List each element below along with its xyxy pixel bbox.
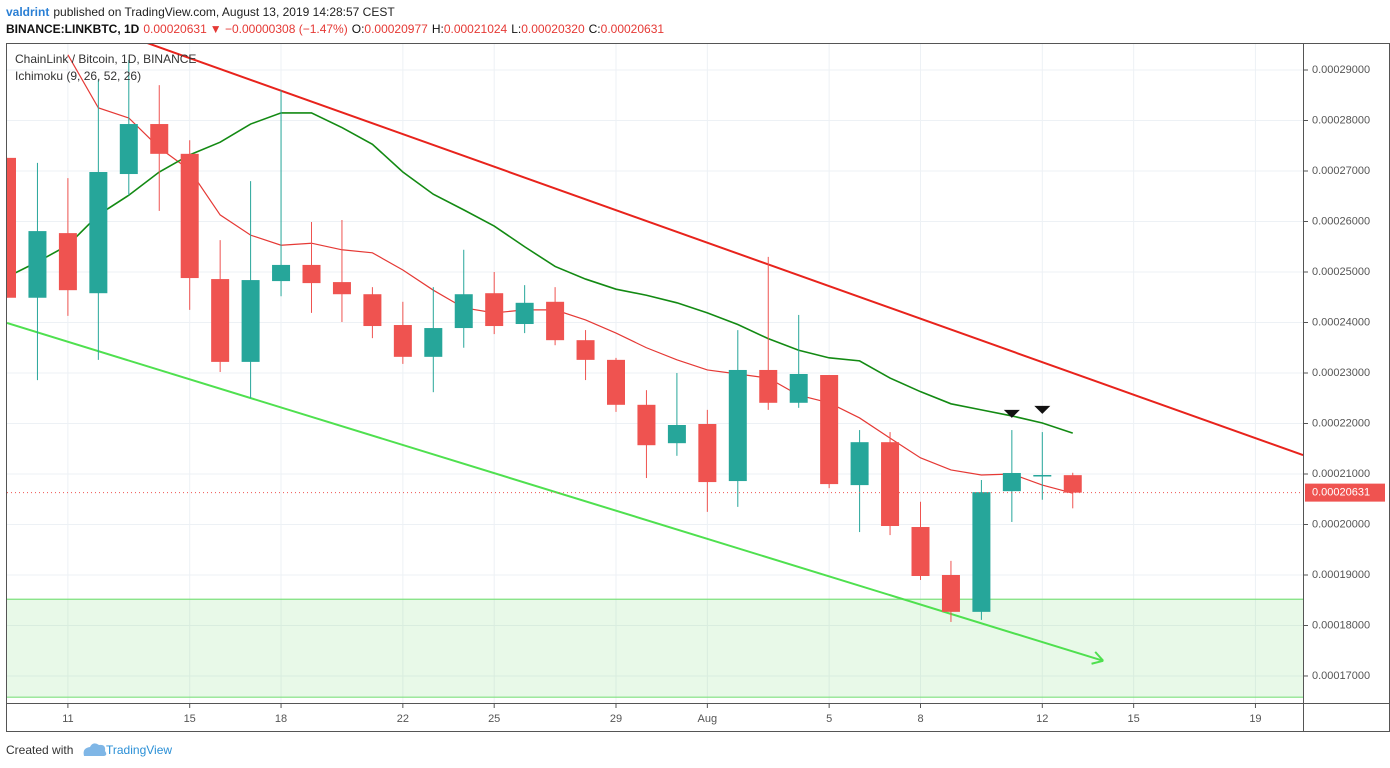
candle-body [272,264,291,282]
ohlc-value: 0.00020631 [601,22,665,36]
x-tick-label: 5 [826,713,832,725]
candle-body [241,280,260,362]
ohlc-key: H: [432,22,444,36]
ohlc-key: C: [589,22,601,36]
x-tick-label: 22 [397,713,409,725]
candle-body [1033,475,1052,477]
y-tick-label: 0.00019000 [1312,569,1370,581]
candle-body [58,233,77,291]
candle-body [302,264,321,284]
y-tick-label: 0.00018000 [1312,619,1370,631]
trendline-arrowhead [1094,651,1104,662]
candle-body [546,301,565,341]
candle-body [1002,472,1021,492]
candle-body [698,423,717,483]
candle-body [576,340,595,360]
support-zone [7,599,1303,698]
y-tick-label: 0.00023000 [1312,367,1370,379]
candle-body [607,359,625,405]
candle-body [850,442,869,486]
legend-title: ChainLink / Bitcoin, 1D, BINANCE [15,52,196,66]
y-tick-label: 0.00022000 [1312,417,1370,429]
legend-indicator: Ichimoku (9, 26, 52, 26) [15,69,141,83]
x-tick-label: 15 [184,713,196,725]
candle-body [454,294,473,329]
change: ▼ −0.00000308 (−1.47%) [210,22,348,36]
candle-body [119,124,138,175]
candle-body [789,374,808,403]
x-tick-label: 11 [62,713,73,725]
x-tick-label: 12 [1036,713,1048,725]
candle-body [393,325,412,357]
ohlc-value: 0.00021024 [444,22,508,36]
candle-body [941,574,960,612]
y-tick-label: 0.00021000 [1312,468,1370,480]
candle-body [7,157,16,298]
candle-body [424,328,443,357]
ohlc-key: L: [511,22,521,36]
last-price-label: 0.00020631 [1312,487,1370,499]
author: valdrint [6,5,49,19]
ohlc-value: 0.00020977 [364,22,428,36]
marker-triangle [1003,409,1020,418]
price: 0.00020631 [143,22,207,36]
symbol-line: BINANCE:LINKBTC, 1D 0.00020631 ▼ −0.000003… [6,22,664,36]
y-tick-label: 0.00020000 [1312,518,1370,530]
candle-body [881,442,900,527]
y-tick-label: 0.00028000 [1312,114,1370,126]
last-price-box [1305,483,1385,502]
footer-brand: TradingView [106,743,172,757]
footer-text: Created with [6,743,73,757]
candle-body [363,294,382,327]
candle-body [759,369,778,403]
y-tick-label: 0.00027000 [1312,165,1370,177]
candle-body [515,302,534,325]
y-tick-label: 0.00026000 [1312,215,1370,227]
trendline-arrowhead [1091,659,1104,665]
candle-body [820,375,839,485]
candle-body [211,279,230,362]
ohlc-value: 0.00020320 [521,22,585,36]
candle-body [972,492,991,612]
candle-body [911,527,930,576]
x-tick-label: 25 [488,713,500,725]
x-tick-label: 8 [917,713,923,725]
plot-layer [7,44,1303,703]
candle-body [180,153,199,279]
candle-body [637,404,656,446]
symbol: BINANCE:LINKBTC, 1D [6,22,140,36]
candle-body [332,282,351,295]
x-tick-label: Aug [698,713,718,725]
candle-body [667,425,686,444]
plot-area [7,44,1303,703]
marker-triangle [1034,405,1051,414]
header-line: valdrint published on TradingView.com, Au… [6,5,395,19]
candle-body [150,124,169,154]
y-tick-label: 0.00029000 [1312,64,1370,76]
trendline [147,44,1303,457]
published: published on TradingView.com, August 13,… [53,5,395,19]
x-tick-label: 19 [1249,713,1261,725]
y-tick-label: 0.00024000 [1312,316,1370,328]
x-tick-label: 29 [610,713,622,725]
indicator-line [67,54,1073,494]
x-tick-label: 15 [1128,713,1140,725]
candle-body [89,172,108,294]
trendline [7,322,1104,662]
candle-body [1063,475,1082,493]
indicator-line [7,112,1074,434]
y-tick-label: 0.00025000 [1312,266,1370,278]
y-tick-label: 0.00017000 [1312,670,1370,682]
ohlc-key: O: [352,22,365,36]
x-tick-label: 18 [275,713,287,725]
brand-logo [83,743,107,756]
candle-body [28,231,47,298]
candle-body [485,293,504,327]
candle-body [728,369,747,482]
